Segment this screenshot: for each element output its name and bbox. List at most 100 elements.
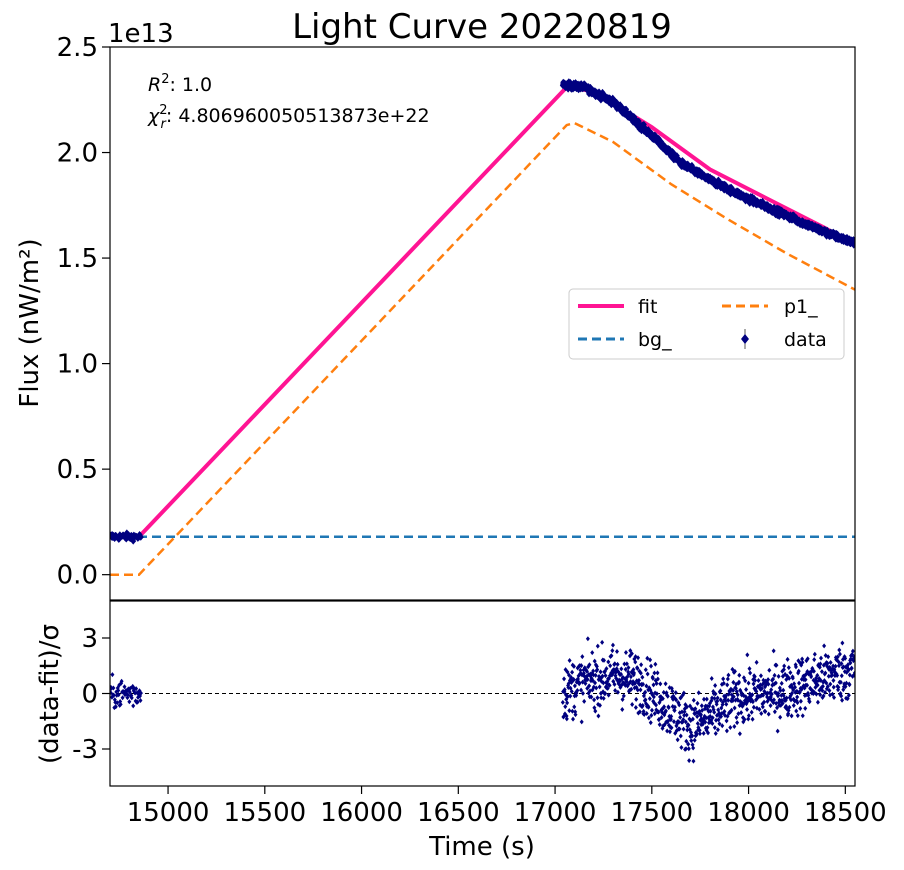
residual-point <box>797 690 802 696</box>
residual-point <box>681 690 686 696</box>
residual-point <box>847 682 852 688</box>
top-y-tick-label: 1.5 <box>57 244 98 274</box>
residual-point <box>688 729 693 735</box>
residual-point <box>805 682 810 688</box>
residual-point <box>705 725 710 731</box>
chart-title: Light Curve 20220819 <box>292 7 672 47</box>
residual-point <box>731 694 736 700</box>
residual-point <box>666 705 671 711</box>
residual-point <box>839 673 844 679</box>
residual-point <box>579 663 584 669</box>
residual-point <box>672 707 677 713</box>
residual-point <box>590 650 595 656</box>
residual-point <box>597 702 602 708</box>
residual-point <box>674 697 679 703</box>
residual-point <box>743 678 748 684</box>
residual-point <box>845 662 850 668</box>
residual-point <box>651 682 656 688</box>
residual-point <box>134 686 139 692</box>
residual-point <box>584 668 589 674</box>
residual-point <box>709 676 714 682</box>
residual-point <box>815 682 820 688</box>
residual-point <box>657 722 662 728</box>
residual-point <box>746 680 751 686</box>
residual-point <box>127 689 132 695</box>
residual-point <box>726 697 731 703</box>
residual-point <box>596 713 601 719</box>
residual-point <box>646 704 651 710</box>
residual-point <box>675 737 680 743</box>
residual-point <box>840 640 845 646</box>
residual-point <box>689 738 694 744</box>
residual-point <box>600 639 605 645</box>
residual-point <box>570 708 575 714</box>
residual-point <box>746 713 751 719</box>
residual-point <box>735 720 740 726</box>
residual-point <box>686 741 691 747</box>
residual-point <box>633 704 638 710</box>
chi-sub: r <box>161 117 168 132</box>
residual-point <box>573 712 578 718</box>
residual-point <box>125 695 130 701</box>
residual-point <box>594 663 599 669</box>
residual-point <box>683 719 688 725</box>
chi-value: : 4.806960050513873e+22 <box>166 105 430 127</box>
residual-point <box>124 691 129 697</box>
residual-point <box>651 694 656 700</box>
residual-point <box>592 658 597 664</box>
residual-point <box>812 657 817 663</box>
residual-point <box>693 706 698 712</box>
residual-point <box>771 697 776 703</box>
residual-point <box>690 742 695 748</box>
residual-point <box>751 704 756 710</box>
residual-point <box>119 678 124 684</box>
residual-point <box>806 692 811 698</box>
residual-point <box>774 662 779 668</box>
legend-data-marker <box>741 334 749 344</box>
residual-point <box>655 670 660 676</box>
residual-point <box>793 664 798 670</box>
residual-point <box>657 717 662 723</box>
residual-point <box>837 651 842 657</box>
residual-point <box>131 703 136 709</box>
residual-point <box>684 704 689 710</box>
residual-point <box>775 705 780 711</box>
residual-point <box>578 667 583 673</box>
residual-point <box>623 666 628 672</box>
bottom-y-tick-label: -3 <box>72 735 98 765</box>
residual-point <box>809 674 814 680</box>
residual-point <box>745 652 750 658</box>
residual-point <box>839 661 844 667</box>
residual-point <box>678 714 683 720</box>
residual-point <box>750 699 755 705</box>
series-p1-line <box>110 121 855 576</box>
residual-point <box>785 656 790 662</box>
residual-point <box>852 654 855 660</box>
residual-point <box>819 669 824 675</box>
residual-point <box>708 708 713 714</box>
residual-point <box>827 688 832 694</box>
residual-point <box>759 685 764 691</box>
residual-point <box>686 722 691 728</box>
residual-point <box>600 673 605 679</box>
residual-point <box>718 688 723 694</box>
residual-point <box>120 695 125 701</box>
residual-point <box>680 709 685 715</box>
residual-point <box>815 699 820 705</box>
residual-point <box>795 713 800 719</box>
residual-point <box>846 692 851 698</box>
residual-point <box>694 732 699 738</box>
r-squared-value: : 1.0 <box>169 74 212 96</box>
residual-point <box>138 690 143 696</box>
residual-point <box>695 713 700 719</box>
residual-point <box>831 663 836 669</box>
top-y-ticks: 0.0 0.5 1.0 1.5 2.0 2.5 <box>57 33 110 591</box>
bottom-x-ticks: 15000 15500 16000 16500 17000 17500 18000 18500 <box>127 786 887 828</box>
residual-point <box>839 693 844 699</box>
residual-point <box>686 746 691 752</box>
residual-point <box>663 681 668 687</box>
residual-point <box>726 672 731 678</box>
residual-point <box>737 731 742 737</box>
residual-point <box>124 688 129 694</box>
residual-point <box>725 676 730 682</box>
